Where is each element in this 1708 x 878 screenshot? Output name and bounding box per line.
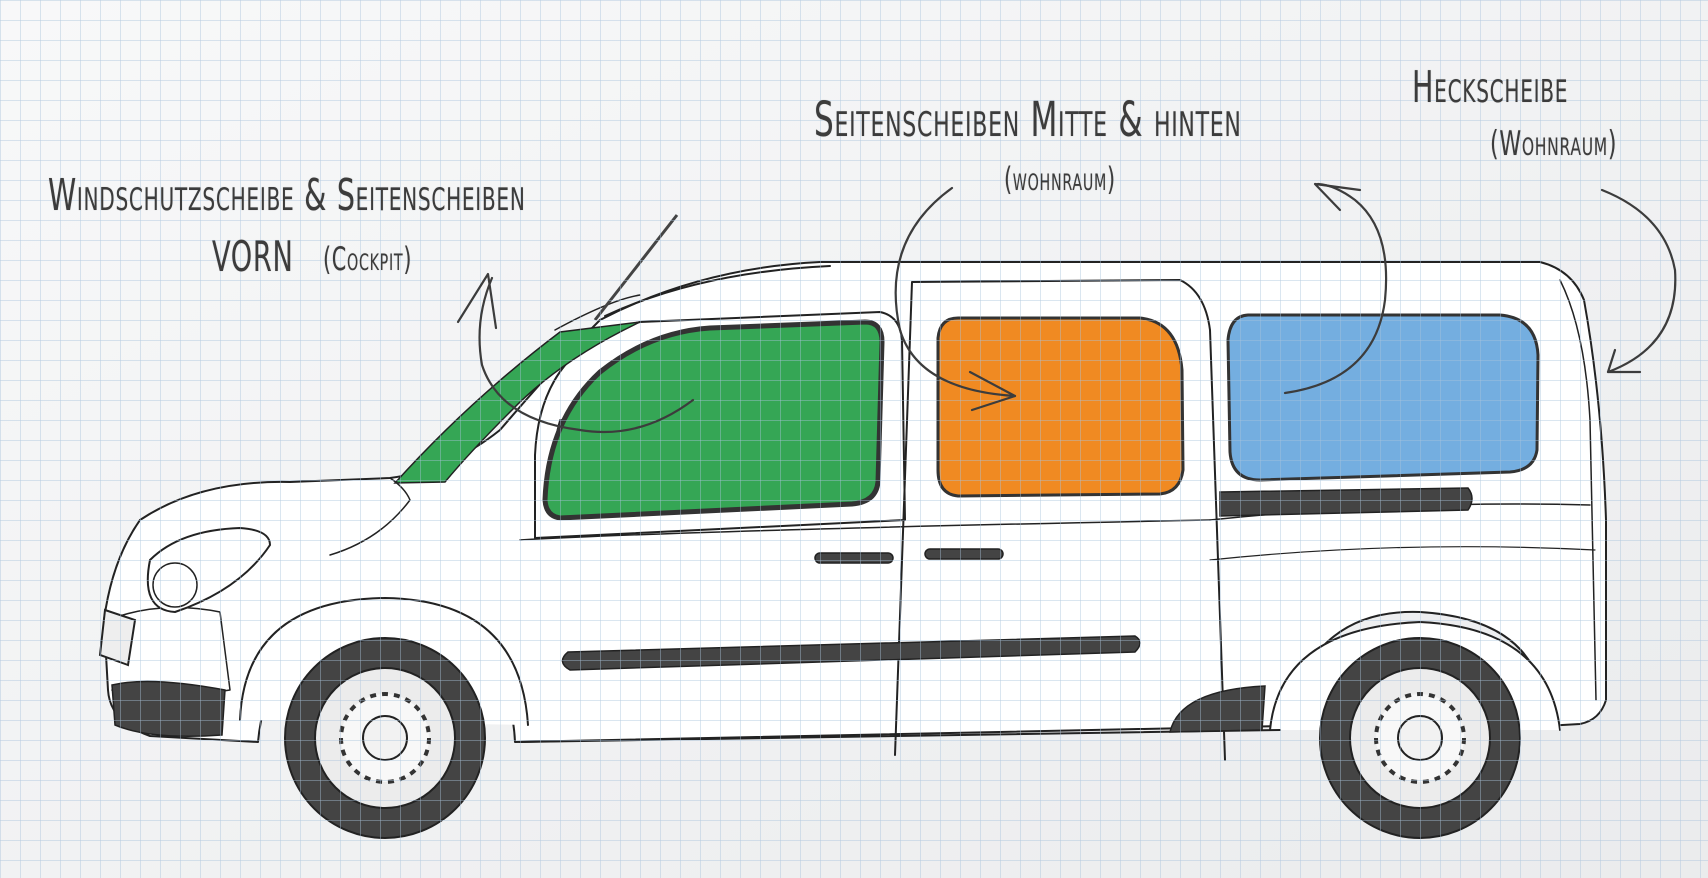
label-middle-title: Seitenscheiben Mitte & hinten: [814, 92, 1242, 148]
label-middle-sub: (wohnraum): [1004, 160, 1116, 198]
front-lower-grille: [111, 680, 226, 737]
arrow-to-cockpit: [478, 276, 695, 434]
middle-side-window: [936, 316, 1185, 498]
door-handle-slide: [924, 548, 1004, 560]
label-front-sub: (Cockpit): [323, 240, 413, 278]
label-front-title: Windschutzscheibe & Seitenscheiben: [48, 170, 526, 221]
arrow-to-middle: [894, 186, 1017, 398]
arrow-to-middle-head: [968, 370, 1017, 412]
arrow-to-rear: [1600, 188, 1677, 374]
rear-wheel: [1319, 637, 1521, 839]
front-wheel: [284, 637, 486, 839]
rear-side-window: [1226, 313, 1540, 482]
arrow-to-rear-window-head: [1313, 182, 1362, 212]
label-front-line2: VORN: [212, 232, 294, 281]
label-rear-sub: (Wohnraum): [1490, 124, 1618, 164]
door-handle-front: [814, 552, 894, 564]
arrow-to-rear-head: [1606, 348, 1642, 374]
label-rear-title: Heckscheibe: [1412, 62, 1569, 113]
arrow-to-cockpit-head: [456, 272, 498, 330]
arrow-to-rear-window: [1283, 182, 1388, 395]
